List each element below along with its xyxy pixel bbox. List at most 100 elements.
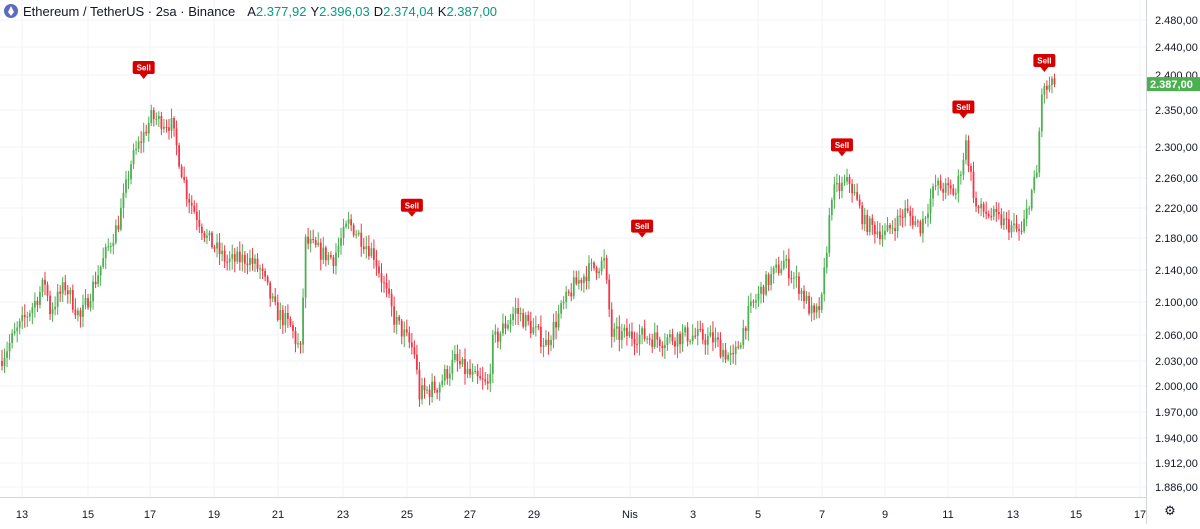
candles — [1, 74, 1055, 407]
price-axis[interactable]: 2.480,002.440,002.400,002.350,002.300,00… — [1147, 0, 1200, 524]
candle-body — [31, 307, 33, 313]
candle-body — [181, 167, 183, 177]
candle-body — [482, 378, 484, 379]
candle-body — [725, 350, 727, 360]
candle-body — [343, 227, 345, 238]
candle-body — [947, 183, 949, 185]
candle-body — [325, 247, 327, 260]
candle-body — [1031, 190, 1033, 208]
candle-body — [914, 221, 916, 225]
candle-body — [1016, 224, 1018, 229]
price-tick-label: 1.940,00 — [1155, 433, 1198, 445]
candle-body — [932, 187, 934, 199]
candle-body — [507, 325, 509, 329]
sell-marker-pointer — [638, 233, 646, 238]
candle-body — [846, 177, 848, 182]
candle-body — [907, 208, 909, 211]
close-value: 2.387,00 — [446, 4, 497, 19]
high-value: 2.396,03 — [319, 4, 370, 19]
candle-body — [1038, 131, 1040, 172]
candle-body — [140, 141, 142, 142]
candle-body — [930, 199, 932, 214]
candle-body — [510, 320, 512, 325]
candle-body — [988, 214, 990, 216]
candle-body — [484, 379, 486, 381]
candle-body — [120, 208, 122, 230]
candle-body — [160, 116, 162, 129]
candle-body — [654, 332, 656, 346]
candle-body — [634, 339, 636, 344]
gear-icon[interactable]: ⚙ — [1162, 503, 1178, 519]
candle-body — [196, 212, 198, 220]
candle-body — [497, 332, 499, 342]
candle-body — [568, 292, 570, 293]
candle-body — [1046, 86, 1048, 90]
candle-body — [836, 183, 838, 184]
candle-body — [864, 215, 866, 224]
candle-body — [963, 160, 965, 175]
candle-body — [469, 369, 471, 375]
candle-body — [386, 283, 388, 289]
candle-body — [682, 332, 684, 344]
candle-body — [77, 311, 79, 316]
time-tick-label: 15 — [82, 509, 94, 521]
candle-body — [973, 172, 975, 198]
candle-body — [586, 276, 588, 281]
candle-body — [216, 243, 218, 249]
candle-body — [578, 280, 580, 284]
candle-body — [330, 255, 332, 257]
candle-body — [684, 327, 686, 332]
candle-body — [67, 290, 69, 294]
candle-body — [1011, 225, 1013, 233]
candle-body — [942, 189, 944, 193]
time-tick-label: 9 — [882, 509, 888, 521]
price-tick-label: 1.970,00 — [1155, 407, 1198, 419]
candle-body — [52, 309, 54, 314]
candle-body — [839, 183, 841, 191]
candle-body — [457, 354, 459, 361]
candle-body — [598, 271, 600, 273]
candle-body — [391, 294, 393, 307]
symbol-title[interactable]: Ethereum / TetherUS · 2sa · Binance — [23, 4, 235, 19]
time-tick-label: 25 — [401, 509, 413, 521]
time-tick-label: 11 — [942, 509, 953, 521]
candle-body — [277, 302, 279, 320]
candle-body — [717, 338, 719, 340]
candle-body — [358, 233, 360, 235]
candle-body — [239, 252, 241, 263]
candle-body — [272, 296, 274, 298]
candle-body — [401, 321, 403, 337]
candle-body — [80, 311, 82, 317]
candle-body — [244, 255, 246, 264]
candle-body — [322, 247, 324, 259]
price-tick-label: 2.350,00 — [1155, 105, 1198, 117]
symbol-legend[interactable]: Ethereum / TetherUS · 2sa · Binance A 2.… — [4, 3, 497, 19]
candle-body — [97, 275, 99, 284]
candle-body — [29, 313, 31, 316]
price-tick-label: 2.100,00 — [1155, 297, 1198, 309]
candle-body — [793, 278, 795, 279]
candle-body — [790, 278, 792, 279]
close-label: K — [438, 4, 447, 19]
candle-body — [993, 209, 995, 217]
candle-body — [856, 192, 858, 199]
candle-body — [249, 258, 251, 265]
candle-body — [512, 314, 514, 320]
candle-body — [459, 361, 461, 364]
candle-body — [672, 334, 674, 341]
candle-body — [378, 266, 380, 273]
sell-marker-label: Sell — [1037, 57, 1051, 66]
candle-body — [742, 328, 744, 345]
candle-body — [940, 181, 942, 189]
candle-body — [548, 340, 550, 346]
price-tick-label: 2.260,00 — [1155, 173, 1198, 185]
candle-body — [704, 340, 706, 345]
candle-body — [740, 345, 742, 347]
candle-body — [85, 298, 87, 305]
candle-body — [687, 327, 689, 341]
candle-body — [206, 236, 208, 238]
